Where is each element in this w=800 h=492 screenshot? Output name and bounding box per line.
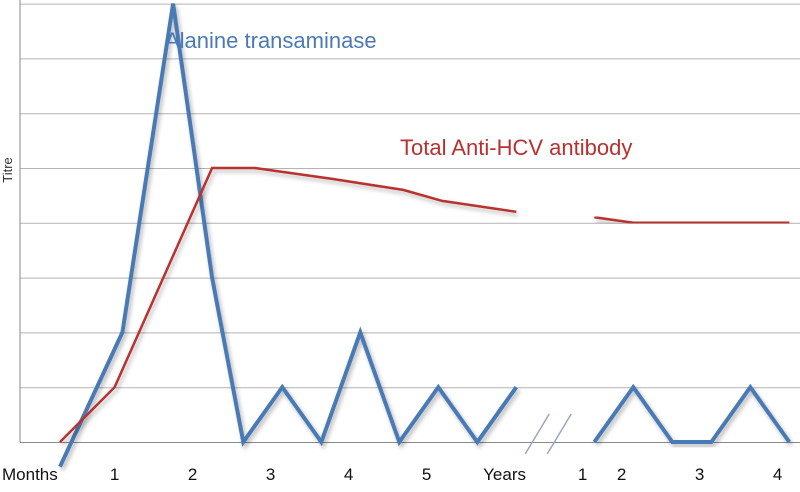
x-tick-label: 3 bbox=[695, 465, 704, 484]
x-tick-labels: Months12345Years12345 bbox=[2, 465, 782, 484]
x-tick-label: 1 bbox=[578, 465, 587, 484]
x-tick-label: 4 bbox=[344, 465, 353, 484]
axis-break-mark bbox=[546, 413, 572, 455]
x-tick-label: 5 bbox=[422, 465, 431, 484]
gridlines bbox=[20, 3, 800, 443]
x-tick-label: 2 bbox=[617, 465, 626, 484]
x-tick-label-years: Years bbox=[483, 465, 526, 484]
x-tick-label: 1 bbox=[110, 465, 119, 484]
series-lines bbox=[58, 3, 791, 468]
series-label-alt: Alanine transaminase bbox=[165, 28, 377, 53]
series-line-anti-hcv-segment-2 bbox=[594, 216, 790, 225]
axis-break-mark bbox=[524, 413, 550, 455]
series-label-anti-hcv: Total Anti-HCV antibody bbox=[400, 135, 632, 160]
axis-break-marks bbox=[524, 413, 572, 455]
series-line-alt-segment-1 bbox=[58, 3, 518, 468]
x-tick-label: 4 bbox=[773, 465, 782, 484]
x-tick-label-months: Months bbox=[2, 465, 58, 484]
x-tick-label: 3 bbox=[266, 465, 275, 484]
series-line-alt-segment-2 bbox=[592, 383, 791, 444]
series-line-anti-hcv-segment-1 bbox=[59, 166, 517, 443]
x-tick-label: 2 bbox=[188, 465, 197, 484]
y-axis-label: Titre bbox=[0, 157, 15, 183]
